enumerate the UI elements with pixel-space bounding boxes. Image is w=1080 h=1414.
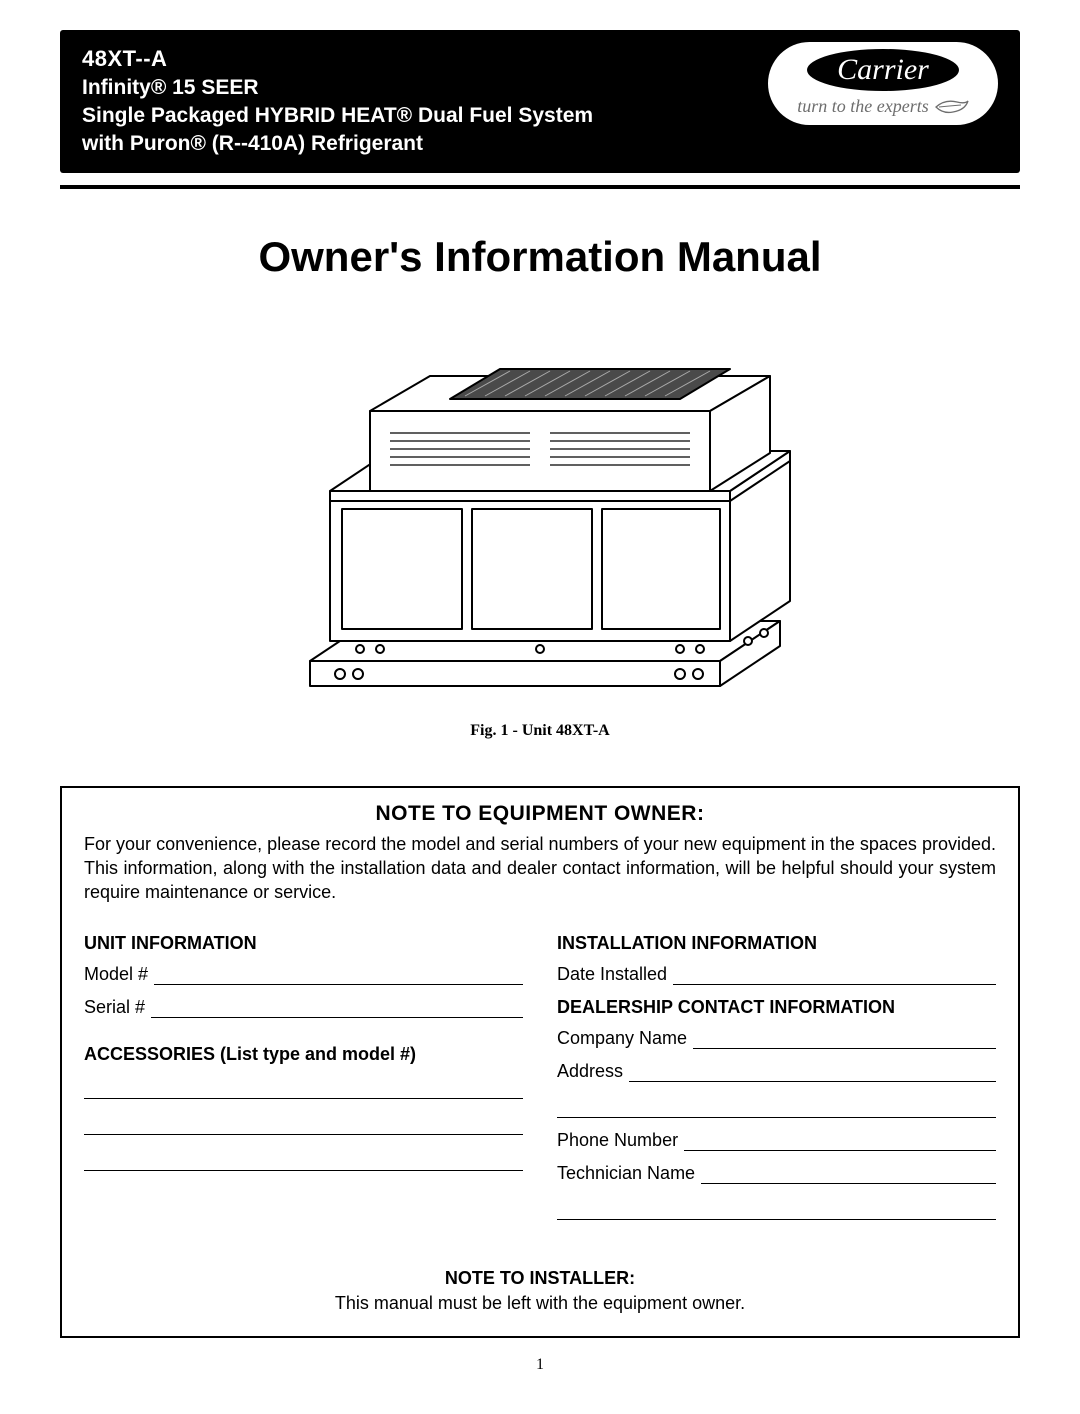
dealer-contact-heading: DEALERSHIP CONTACT INFORMATION xyxy=(557,997,996,1018)
date-installed-input-line[interactable] xyxy=(673,967,996,985)
leaf-icon xyxy=(935,98,969,116)
company-name-input-line[interactable] xyxy=(693,1031,996,1049)
model-label: Model # xyxy=(84,964,148,985)
technician-label: Technician Name xyxy=(557,1163,695,1184)
phone-field: Phone Number xyxy=(557,1130,996,1151)
note-title: NOTE TO EQUIPMENT OWNER: xyxy=(84,802,996,826)
header-text-block: 48XT--A Infinity® 15 SEER Single Package… xyxy=(82,44,593,159)
serial-field: Serial # xyxy=(84,997,523,1018)
phone-label: Phone Number xyxy=(557,1130,678,1151)
address-input-line-2[interactable] xyxy=(557,1094,996,1118)
model-input-line[interactable] xyxy=(154,967,523,985)
address-input-line-1[interactable] xyxy=(629,1064,996,1082)
left-column: UNIT INFORMATION Model # Serial # ACCESS… xyxy=(84,927,523,1232)
technician-field: Technician Name xyxy=(557,1163,996,1184)
unit-info-heading: UNIT INFORMATION xyxy=(84,933,523,954)
address-label: Address xyxy=(557,1061,623,1082)
accessories-heading: ACCESSORIES (List type and model #) xyxy=(84,1044,523,1065)
header-rule xyxy=(60,185,1020,189)
serial-label: Serial # xyxy=(84,997,145,1018)
brand-tagline: turn to the experts xyxy=(786,96,980,117)
brand-logo: Carrier xyxy=(806,48,960,92)
page-number: 1 xyxy=(60,1356,1020,1374)
serial-input-line[interactable] xyxy=(151,1000,523,1018)
right-column: INSTALLATION INFORMATION Date Installed … xyxy=(557,927,996,1232)
technician-input-line[interactable] xyxy=(701,1166,996,1184)
header-line-2: Infinity® 15 SEER xyxy=(82,74,593,102)
unit-figure: Fig. 1 - Unit 48XT-A xyxy=(60,341,1020,740)
phone-input-line[interactable] xyxy=(684,1133,996,1151)
note-body: For your convenience, please record the … xyxy=(84,832,996,905)
brand-tagline-text: turn to the experts xyxy=(797,96,928,117)
installer-text: This manual must be left with the equipm… xyxy=(84,1293,996,1314)
doc-title: Owner's Information Manual xyxy=(60,233,1020,281)
date-installed-field: Date Installed xyxy=(557,964,996,985)
address-field: Address xyxy=(557,1061,996,1082)
installer-note: NOTE TO INSTALLER: This manual must be l… xyxy=(84,1268,996,1314)
brand-block: Carrier turn to the experts xyxy=(768,42,998,125)
header-line-4: with Puron® (R--410A) Refrigerant xyxy=(82,130,593,158)
figure-caption: Fig. 1 - Unit 48XT-A xyxy=(60,722,1020,740)
header-model: 48XT--A xyxy=(82,44,593,74)
company-name-label: Company Name xyxy=(557,1028,687,1049)
info-columns: UNIT INFORMATION Model # Serial # ACCESS… xyxy=(84,927,996,1232)
install-info-heading: INSTALLATION INFORMATION xyxy=(557,933,996,954)
header-line-3: Single Packaged HYBRID HEAT® Dual Fuel S… xyxy=(82,102,593,130)
company-name-field: Company Name xyxy=(557,1028,996,1049)
accessories-line-2[interactable] xyxy=(84,1111,523,1135)
date-installed-label: Date Installed xyxy=(557,964,667,985)
unit-illustration xyxy=(280,341,800,711)
page: 48XT--A Infinity® 15 SEER Single Package… xyxy=(0,0,1080,1414)
accessories-line-1[interactable] xyxy=(84,1075,523,1099)
accessories-line-3[interactable] xyxy=(84,1147,523,1171)
header-bar: 48XT--A Infinity® 15 SEER Single Package… xyxy=(60,30,1020,173)
model-field: Model # xyxy=(84,964,523,985)
installer-heading: NOTE TO INSTALLER: xyxy=(84,1268,996,1289)
technician-input-line-2[interactable] xyxy=(557,1196,996,1220)
owner-note-box: NOTE TO EQUIPMENT OWNER: For your conven… xyxy=(60,786,1020,1338)
